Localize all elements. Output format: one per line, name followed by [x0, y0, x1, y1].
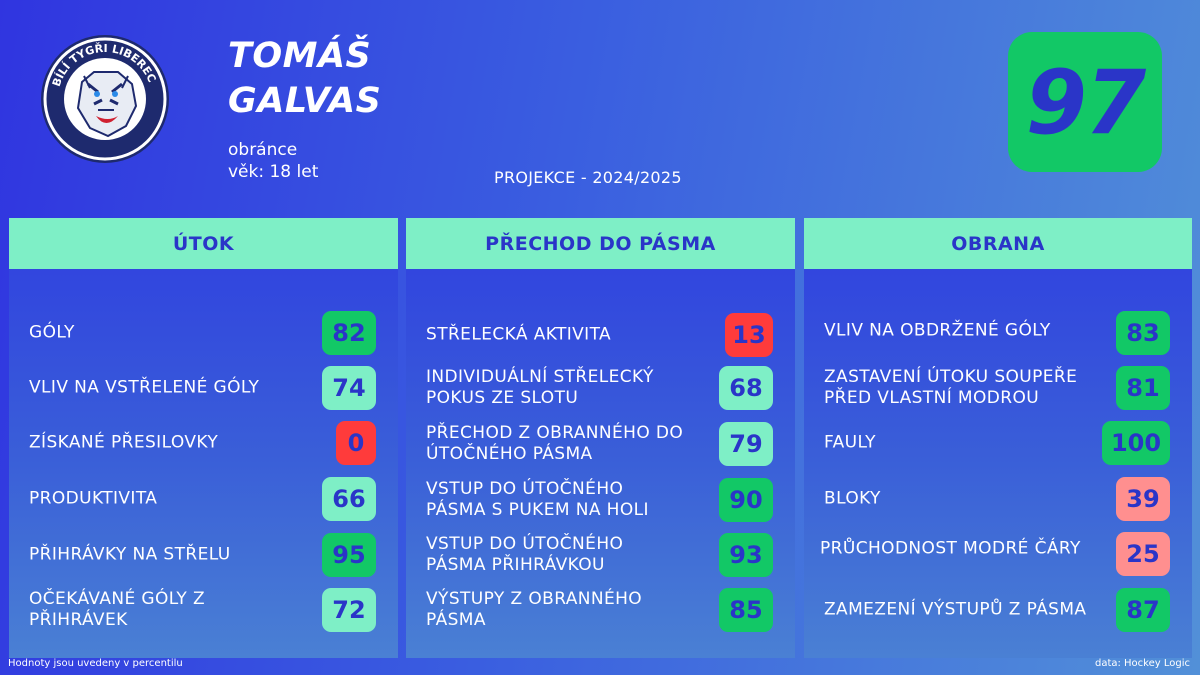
stat-label: VÝSTUPY Z OBRANNÉHO PÁSMA [426, 589, 643, 630]
stat-label: VLIV NA OBDRŽENÉ GÓLY [824, 320, 1051, 341]
footer-note: Hodnoty jsou uvedeny v percentilu [8, 658, 183, 669]
stat-score: 82 [322, 311, 376, 355]
panel-title: OBRANA [951, 232, 1045, 255]
player-name: TOMÁŠ GALVAS [228, 34, 381, 124]
club-logo: BÍLÍ TYGŘI LIBEREC [38, 32, 172, 166]
stat-score: 83 [1116, 311, 1170, 355]
panel-transition: PŘECHOD DO PÁSMA STŘELECKÁ AKTIVITA 13 I… [406, 218, 795, 658]
overall-rating-badge: 97 [1008, 32, 1162, 172]
stat-label: BLOKY [824, 488, 881, 509]
stat-label: VSTUP DO ÚTOČNÉHO PÁSMA S PUKEM NA HOLI [426, 479, 649, 520]
stat-row: ZAMEZENÍ VÝSTUPŮ Z PÁSMA 87 [804, 587, 1192, 633]
stat-score: 72 [322, 588, 376, 632]
footer-source: data: Hockey Logic [1094, 658, 1190, 669]
stat-score: 90 [719, 478, 773, 522]
projection-label: PROJEKCE - 2024/2025 [494, 168, 682, 187]
stat-row: OČEKÁVANÉ GÓLY Z PŘIHRÁVEK 72 [9, 587, 398, 633]
stat-row: VSTUP DO ÚTOČNÉHO PÁSMA S PUKEM NA HOLI … [406, 477, 795, 523]
stat-row: GÓLY 82 [9, 310, 398, 356]
player-age: věk: 18 let [228, 162, 319, 182]
stat-label: GÓLY [29, 322, 75, 343]
stat-label: PRODUKTIVITA [29, 488, 158, 509]
panel-header: PŘECHOD DO PÁSMA [406, 218, 795, 269]
panel-defense: OBRANA VLIV NA OBDRŽENÉ GÓLY 83 ZASTAVEN… [804, 218, 1192, 658]
overall-rating-value: 97 [1025, 50, 1146, 154]
stat-label: ZAMEZENÍ VÝSTUPŮ Z PÁSMA [824, 599, 1087, 620]
stat-row: INDIVIDUÁLNÍ STŘELECKÝ POKUS ZE SLOTU 68 [406, 365, 795, 411]
stat-label: FAULY [824, 432, 876, 453]
player-first-name: TOMÁŠ [228, 36, 372, 76]
panel-header: ÚTOK [9, 218, 398, 269]
stat-label: OČEKÁVANÉ GÓLY Z PŘIHRÁVEK [29, 589, 206, 630]
stat-score: 95 [322, 533, 376, 577]
panel-header: OBRANA [804, 218, 1192, 269]
stat-label: ZASTAVENÍ ÚTOKU SOUPEŘE PŘED VLASTNÍ MOD… [824, 367, 1078, 408]
stat-label: VLIV NA VSTŘELENÉ GÓLY [29, 377, 260, 398]
stat-row: PRŮCHODNOST MODRÉ ČÁRY 25 [804, 531, 1192, 577]
stat-label: PRŮCHODNOST MODRÉ ČÁRY [820, 538, 1081, 559]
stat-label: ZÍSKANÉ PŘESILOVKY [29, 432, 219, 453]
stat-label: VSTUP DO ÚTOČNÉHO PÁSMA PŘIHRÁVKOU [426, 534, 624, 575]
stat-score: 39 [1116, 477, 1170, 521]
stat-row: VÝSTUPY Z OBRANNÉHO PÁSMA 85 [406, 587, 795, 633]
stat-row: PRODUKTIVITA 66 [9, 476, 398, 522]
stat-row: STŘELECKÁ AKTIVITA 13 [406, 312, 795, 358]
player-position: obránce [228, 140, 298, 160]
stat-score: 79 [719, 422, 773, 466]
stat-label: STŘELECKÁ AKTIVITA [426, 324, 612, 345]
stat-label: INDIVIDUÁLNÍ STŘELECKÝ POKUS ZE SLOTU [426, 367, 654, 408]
stat-row: BLOKY 39 [804, 476, 1192, 522]
player-meta: obránce věk: 18 let [228, 139, 318, 183]
stat-score: 25 [1116, 532, 1170, 576]
stat-row: VLIV NA OBDRŽENÉ GÓLY 83 [804, 310, 1192, 356]
stat-row: ZÍSKANÉ PŘESILOVKY 0 [9, 420, 398, 466]
stat-label: PŘIHRÁVKY NA STŘELU [29, 544, 231, 565]
stat-row: PŘIHRÁVKY NA STŘELU 95 [9, 532, 398, 578]
stat-score: 81 [1116, 366, 1170, 410]
panel-title: ÚTOK [172, 232, 235, 255]
stat-row: VSTUP DO ÚTOČNÉHO PÁSMA PŘIHRÁVKOU 93 [406, 532, 795, 578]
stat-score: 87 [1116, 588, 1170, 632]
stat-score: 74 [322, 366, 376, 410]
stat-row: FAULY 100 [804, 420, 1192, 466]
stat-score: 68 [719, 366, 773, 410]
stat-row: VLIV NA VSTŘELENÉ GÓLY 74 [9, 365, 398, 411]
stat-score: 0 [336, 421, 376, 465]
stat-score: 100 [1102, 421, 1170, 465]
panel-title: PŘECHOD DO PÁSMA [485, 232, 716, 255]
stat-score: 66 [322, 477, 376, 521]
stat-score: 13 [725, 313, 773, 357]
stat-row: PŘECHOD Z OBRANNÉHO DO ÚTOČNÉHO PÁSMA 79 [406, 421, 795, 467]
player-last-name: GALVAS [228, 81, 382, 121]
stat-score: 85 [719, 588, 773, 632]
stat-label: PŘECHOD Z OBRANNÉHO DO ÚTOČNÉHO PÁSMA [426, 423, 684, 464]
panel-attack: ÚTOK GÓLY 82 VLIV NA VSTŘELENÉ GÓLY 74 Z… [9, 218, 398, 658]
stat-score: 93 [719, 533, 773, 577]
tiger-logo-icon: BÍLÍ TYGŘI LIBEREC [41, 35, 169, 163]
stat-row: ZASTAVENÍ ÚTOKU SOUPEŘE PŘED VLASTNÍ MOD… [804, 365, 1192, 411]
